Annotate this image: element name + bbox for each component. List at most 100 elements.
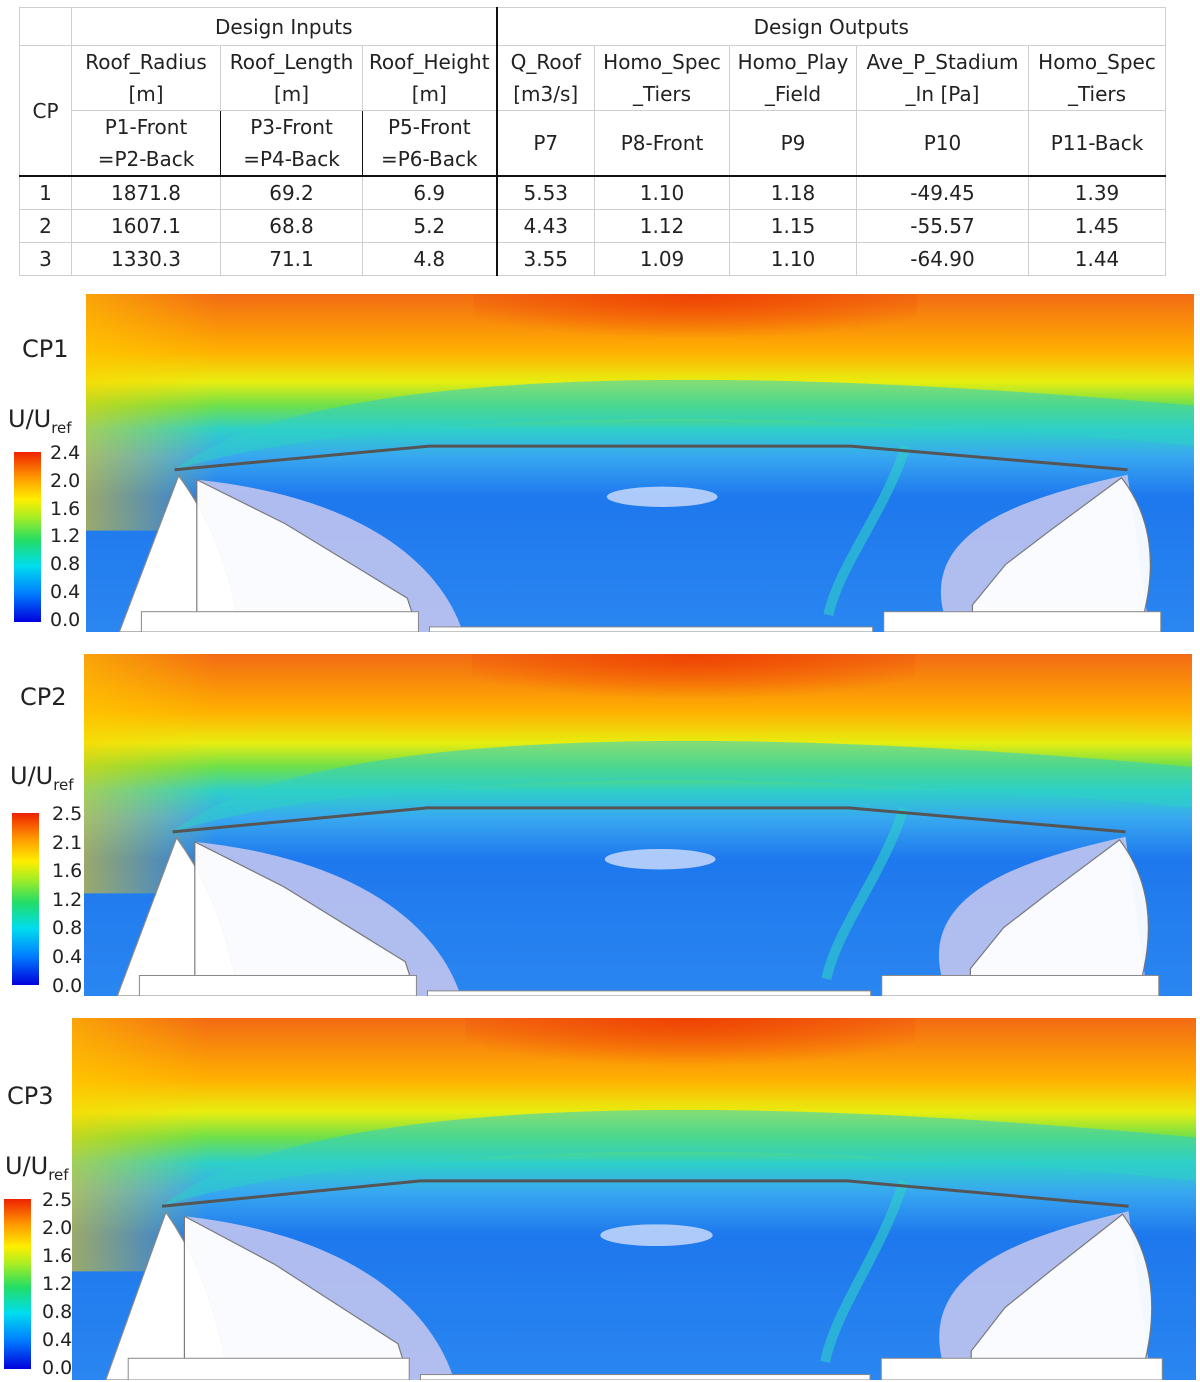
colorbar-tick-label: 0.0 — [52, 974, 83, 997]
column-header: Roof_Radius [m] — [71, 45, 221, 111]
table-cell: 1.09 — [594, 242, 730, 276]
column-header: Homo_Spec _Tiers — [1027, 45, 1167, 111]
header-empty — [19, 7, 72, 46]
velocity-contour-plot — [86, 294, 1194, 632]
velocity-contour-plot — [72, 1018, 1196, 1380]
vortex-streak — [821, 806, 909, 981]
parameter-id-line: P1-Front — [104, 115, 188, 139]
playing-field — [428, 626, 874, 632]
back-ground-slab — [883, 611, 1162, 632]
playing-field — [419, 1374, 871, 1380]
column-header-line: [m] — [273, 82, 310, 106]
table-cell: 69.2 — [220, 175, 363, 210]
column-header-line: Ave_P_Stadium — [866, 50, 1019, 74]
table-row: 3 1330.3 71.1 4.8 3.55 1.09 1.10 -64.90 1.44 — [19, 242, 1167, 276]
column-header: Roof_Length [m] — [220, 45, 363, 111]
colorbar-tick-label: 0.8 — [42, 1301, 73, 1323]
high-velocity-region — [465, 1018, 915, 1098]
table-cell: -55.57 — [856, 209, 1029, 243]
front-ground-slab — [140, 611, 419, 632]
table-cell: 1.39 — [1027, 175, 1167, 210]
parameter-id-line: P8-Front — [620, 131, 704, 155]
colorbar-tick-label: 1.2 — [52, 888, 83, 911]
table-cell: 1.18 — [729, 175, 857, 210]
table-cell: 68.8 — [220, 209, 363, 243]
column-header: Roof_Height [m] — [362, 45, 498, 111]
back-ground-slab — [881, 974, 1160, 996]
velocity-contour-plot — [84, 654, 1192, 996]
column-header-line: [m] — [411, 82, 447, 106]
table-cell: 4.8 — [362, 242, 498, 276]
front-stand — [183, 1215, 410, 1380]
parameter-id-line: P9 — [780, 131, 806, 155]
colorbar-tick-label: 0.0 — [50, 608, 81, 631]
parameter-id-line: =P6-Back — [380, 147, 478, 171]
colorbar-tick-label: 2.1 — [52, 831, 83, 854]
column-header-line: Homo_Spec — [603, 50, 721, 74]
column-header-line: Homo_Play — [737, 50, 849, 74]
colorbar — [14, 452, 41, 622]
colorbar-tick-label: 0.4 — [52, 946, 83, 968]
panel-label: CP1 — [22, 335, 69, 363]
table-row: 1 1871.8 69.2 6.9 5.53 1.10 1.18 -49.45 1.39 — [19, 175, 1167, 210]
colorbar-tick-label: 1.6 — [50, 497, 81, 520]
table-cell: 1.44 — [1027, 242, 1167, 276]
parameter-id-line: P10 — [923, 131, 962, 155]
header-design-outputs: Design Outputs — [495, 7, 1167, 46]
high-velocity-region — [473, 294, 917, 369]
contour-svg — [84, 654, 1192, 996]
colorbar-tick-label: 0.8 — [52, 917, 83, 940]
colorbar-tick-label: 1.6 — [52, 860, 83, 883]
vortex-streak — [823, 444, 911, 617]
cp-id-cell: 3 — [19, 242, 72, 276]
contour-svg — [86, 294, 1194, 632]
colorbar — [12, 813, 39, 985]
roof-structure — [174, 444, 1128, 472]
table-cell: 1.10 — [594, 175, 730, 210]
roof-structure — [161, 1179, 1129, 1208]
parameter-id-line: P7 — [533, 131, 559, 155]
colorbar-tick-label: 0.4 — [50, 581, 81, 603]
colorbar-tick-label: 2.5 — [42, 1189, 73, 1211]
header-design-inputs: Design Inputs — [71, 7, 498, 46]
colorbar-tick-label: 2.0 — [42, 1217, 73, 1239]
table-cell: -49.45 — [856, 175, 1029, 210]
colorbar-tick-label: 2.0 — [50, 469, 81, 492]
legend-title: U/Uref — [10, 762, 74, 794]
column-header: Homo_Spec _Tiers — [594, 45, 730, 111]
parameter-id-line: =P4-Back — [243, 147, 340, 171]
front-stand — [194, 840, 418, 996]
recirculation-spot — [606, 486, 718, 507]
column-header: Q_Roof [m3/s] — [496, 45, 595, 111]
table-cell: 1.15 — [729, 209, 857, 243]
colorbar-tick-label: 1.2 — [42, 1273, 73, 1295]
recirculation-spot — [600, 1224, 713, 1247]
parameter-id: P8-Front — [594, 110, 730, 177]
colorbar-tick-label: 0.4 — [42, 1329, 73, 1351]
vortex-streak — [820, 1179, 909, 1363]
column-header-line: Roof_Radius — [85, 50, 207, 74]
recirculation-spot — [604, 848, 716, 870]
panel-label: CP3 — [7, 1082, 54, 1110]
column-header-line: Homo_Spec — [1038, 50, 1156, 74]
parameter-id: P9 — [729, 110, 857, 177]
cp-id-cell: 1 — [19, 175, 72, 210]
back-ground-slab — [880, 1357, 1163, 1380]
parameter-id: P10 — [856, 110, 1029, 177]
parameter-id-line: =P2-Back — [97, 147, 195, 171]
colorbar-tick-label: 0.8 — [50, 553, 81, 576]
shear-layer — [174, 379, 1194, 470]
front-ground-slab — [138, 974, 417, 996]
contour-svg — [72, 1018, 1196, 1380]
table-cell: 5.53 — [496, 175, 595, 210]
column-header-line: _Field — [764, 82, 822, 106]
table-cell: 71.1 — [220, 242, 363, 276]
table-cell: 1.45 — [1027, 209, 1167, 243]
front-ground-slab — [127, 1357, 410, 1380]
playing-field — [426, 990, 872, 996]
header-cp: CP — [19, 45, 72, 177]
parameter-id: P7 — [496, 110, 595, 177]
high-velocity-region — [471, 654, 915, 730]
column-header-line: [m] — [128, 82, 164, 106]
column-header-line: _In [Pa] — [905, 82, 980, 106]
